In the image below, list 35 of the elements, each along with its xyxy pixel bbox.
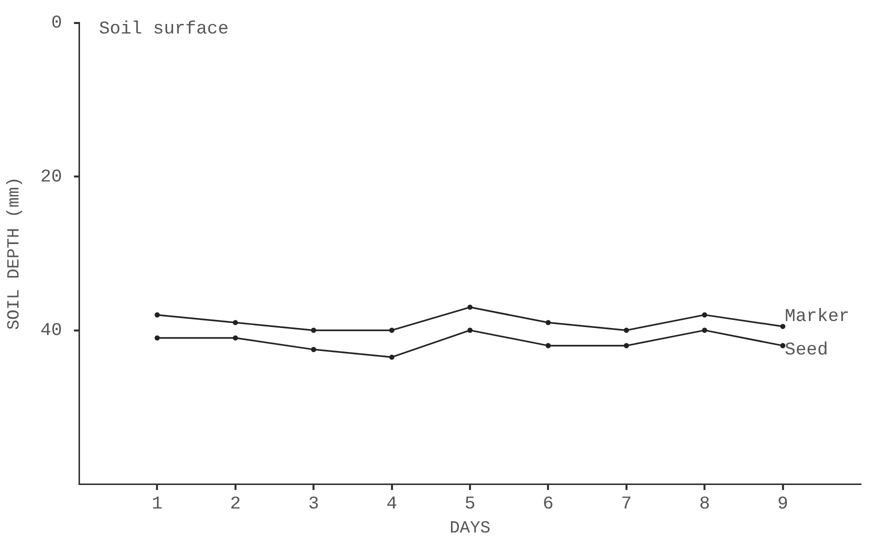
point	[624, 343, 629, 348]
annotation: Soil surface	[99, 20, 229, 40]
y-tick-label: 40	[40, 321, 62, 342]
point	[702, 312, 708, 318]
x-tick-label: 1	[152, 494, 163, 515]
x-tick-label: 8	[699, 494, 710, 515]
series-label: Marker	[784, 307, 850, 328]
point	[389, 328, 394, 333]
point	[702, 328, 708, 333]
point	[780, 324, 786, 330]
point	[467, 328, 473, 333]
point	[154, 312, 160, 318]
point	[467, 304, 473, 310]
series-label: Seed	[784, 340, 828, 360]
point	[780, 343, 786, 348]
point	[154, 335, 160, 341]
point	[389, 354, 394, 360]
x-tick-label: 5	[464, 494, 476, 515]
point	[311, 346, 316, 352]
x-tick-label: 4	[386, 494, 398, 515]
point	[546, 320, 551, 326]
point	[311, 328, 316, 333]
x-tick-label: 3	[308, 494, 320, 515]
x-tick-label: 6	[542, 494, 554, 515]
x-axis-title: DAYS	[450, 519, 490, 538]
x-tick-label: 9	[777, 494, 788, 515]
point	[232, 335, 238, 341]
point	[546, 343, 551, 348]
x-tick-label: 7	[620, 494, 632, 515]
point	[232, 320, 238, 326]
point	[624, 328, 629, 333]
y-axis-title: SOIL DEPTH (mm)	[6, 176, 25, 330]
x-tick-label: 2	[230, 494, 241, 515]
y-tick-label: 0	[51, 14, 62, 34]
y-tick-label: 20	[40, 167, 62, 188]
